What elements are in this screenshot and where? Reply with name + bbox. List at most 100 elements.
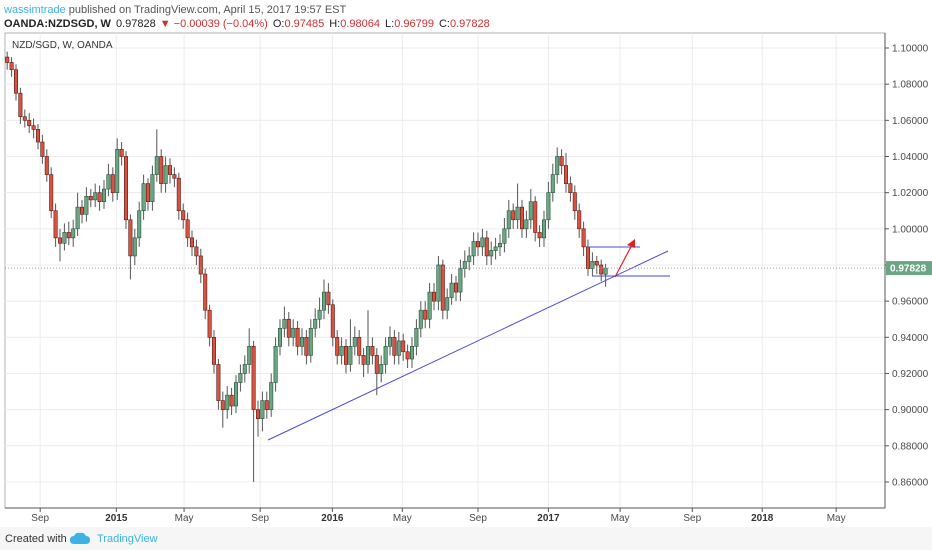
last-price-label: 0.97828 [890, 264, 927, 275]
candle-body [440, 264, 445, 311]
footer-brand[interactable]: TradingView [97, 533, 158, 545]
candle-body [409, 346, 414, 360]
x-tick-label: 2017 [537, 513, 560, 524]
candle-body [102, 188, 107, 203]
candle-body [462, 261, 467, 269]
header-line: OANDA:NZDSGD, W 0.97828 ▼ −0.00039 (−0.04%… [4, 18, 490, 30]
candle-body [379, 364, 384, 374]
candle-body [546, 192, 551, 221]
candle-body [484, 237, 489, 257]
ohlc-value: 0.97828 [450, 18, 490, 30]
candle-body [568, 183, 573, 193]
candle-body [555, 156, 560, 175]
candle-body [71, 228, 76, 239]
candle-body [370, 346, 375, 356]
candle-body [599, 264, 604, 275]
candle-body [146, 183, 151, 203]
candle-body [132, 237, 137, 257]
candle-body [563, 165, 568, 184]
y-tick-label: 1.10000 [892, 44, 929, 55]
candle-body [5, 56, 10, 63]
candle-body [115, 148, 120, 193]
candle-body [88, 195, 93, 201]
candle-body [282, 318, 287, 329]
candle-body [255, 409, 260, 419]
x-tick-label: Sep [469, 513, 487, 524]
candle-body [216, 364, 221, 401]
candle-body [317, 309, 322, 320]
candle-body [497, 242, 502, 248]
candle-body [445, 297, 450, 311]
candle-body [172, 174, 177, 179]
candle-body [431, 291, 436, 302]
candle-body [75, 206, 80, 230]
candle-body [519, 206, 524, 230]
candle-body [229, 394, 234, 407]
candle-body [220, 400, 225, 410]
candle-body [577, 210, 582, 230]
candle-body [511, 210, 516, 221]
candle-body [458, 268, 463, 293]
candle-body [330, 304, 335, 338]
candle-body [242, 364, 247, 374]
candle-body [515, 206, 520, 221]
candle-body [225, 394, 230, 410]
candle-body [80, 206, 85, 215]
y-tick-label: 1.08000 [892, 80, 929, 91]
candle-body [352, 337, 357, 347]
y-tick-label: 0.92000 [892, 369, 929, 380]
ohlc-label: O: [273, 18, 285, 30]
candle-body [603, 267, 608, 275]
candle-body [343, 346, 348, 365]
candle-body [339, 346, 344, 356]
candle-body [49, 174, 54, 212]
candle-body [194, 246, 199, 257]
footer-bar [0, 527, 932, 550]
candle-body [150, 174, 155, 203]
candle-body [414, 327, 419, 347]
y-tick-label: 0.90000 [892, 405, 929, 416]
candle-body [449, 282, 454, 298]
candle-body [537, 232, 542, 239]
candle-body [326, 291, 331, 306]
candle-body [154, 156, 159, 175]
candle-body [524, 219, 529, 230]
candle-body [22, 116, 27, 121]
x-tick-label: May [175, 513, 194, 524]
symbol: OANDA:NZDSGD, W [4, 18, 112, 30]
candle-body [594, 261, 599, 266]
candle-body [471, 241, 476, 257]
y-tick-label: 1.06000 [892, 116, 929, 127]
candle-body [467, 255, 472, 262]
candle-body [128, 219, 133, 257]
candle-body [480, 237, 485, 248]
candle-body [299, 337, 304, 347]
candle-body [31, 125, 36, 130]
candle-body [163, 165, 168, 184]
legend: NZD/SGD, W, OANDA [12, 40, 113, 51]
ohlc-value: 0.97485 [284, 18, 324, 30]
ohlc-value: 0.96799 [394, 18, 434, 30]
candle-body [212, 337, 217, 365]
candle-body [541, 219, 546, 239]
candle-body [295, 327, 300, 347]
arrow-head [627, 239, 635, 248]
candle-body [66, 232, 71, 239]
y-tick-label: 0.86000 [892, 477, 929, 488]
candle-body [392, 337, 397, 356]
candle-body [313, 318, 318, 329]
candle-body [348, 346, 353, 365]
candle-body [14, 69, 19, 94]
y-tick-label: 0.88000 [892, 441, 929, 452]
candle-body [286, 318, 291, 338]
candle-body [387, 337, 392, 347]
logo [70, 532, 90, 544]
candle-body [418, 309, 423, 329]
last-price-box [886, 261, 932, 276]
candle-body [506, 210, 511, 230]
candle-body [533, 201, 538, 233]
candle-body [365, 346, 370, 365]
x-tick-label: May [827, 513, 846, 524]
candle-body [124, 156, 129, 221]
candle-body [581, 228, 586, 248]
